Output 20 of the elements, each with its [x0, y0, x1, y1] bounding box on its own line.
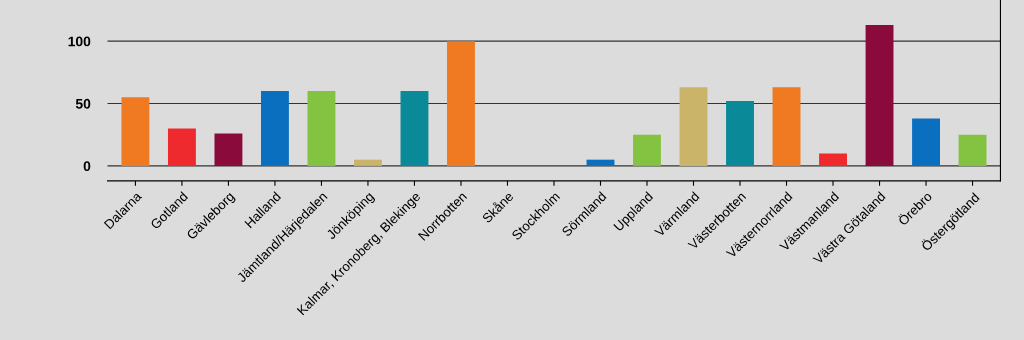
bar [586, 159, 615, 166]
y-tick-label: 50 [75, 98, 91, 109]
bar [121, 97, 150, 166]
bar [400, 91, 429, 166]
bar [865, 24, 894, 166]
bar [260, 91, 289, 166]
bar [447, 41, 475, 166]
bar [819, 153, 847, 166]
bar [633, 134, 661, 166]
y-tick-label: 0 [83, 161, 91, 172]
bar [912, 118, 940, 166]
bar [679, 87, 708, 166]
bar [214, 133, 243, 166]
bar [726, 101, 754, 166]
bar [354, 159, 382, 166]
bar [772, 87, 801, 166]
bar [167, 128, 196, 166]
bar [307, 91, 336, 166]
y-tick-label: 100 [68, 36, 91, 47]
bar [958, 134, 987, 166]
